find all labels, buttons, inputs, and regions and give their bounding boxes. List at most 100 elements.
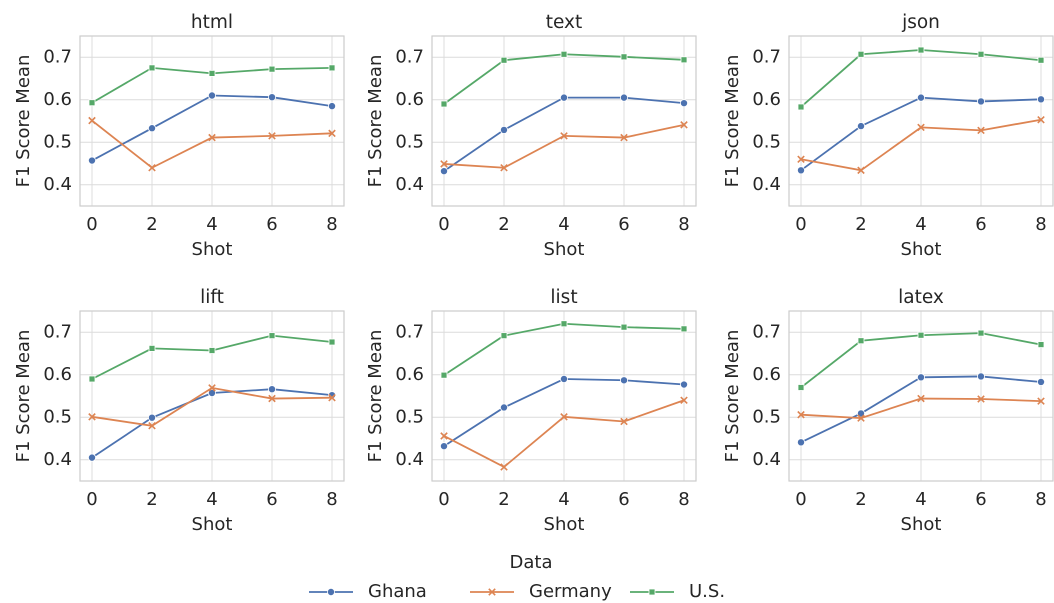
marker <box>440 432 448 440</box>
x-tick-label: 8 <box>326 214 337 235</box>
y-tick-label: 0.6 <box>395 89 424 110</box>
y-tick-label: 0.7 <box>395 321 424 342</box>
marker <box>268 65 276 73</box>
marker <box>797 103 805 111</box>
y-tick-label: 0.7 <box>395 46 424 67</box>
y-tick-label: 0.7 <box>752 46 781 67</box>
y-axis-label: F1 Score Mean <box>722 55 743 188</box>
marker <box>797 155 805 164</box>
marker <box>328 129 336 138</box>
y-tick-label: 0.5 <box>395 406 424 427</box>
marker <box>267 385 276 394</box>
marker <box>328 338 336 346</box>
marker <box>797 384 805 391</box>
marker <box>88 99 96 107</box>
marker <box>1037 115 1045 124</box>
marker <box>977 372 986 381</box>
marker <box>917 373 926 382</box>
marker <box>680 121 688 129</box>
x-tick-label: 8 <box>678 489 689 510</box>
marker <box>1037 56 1045 64</box>
y-tick-label: 0.4 <box>752 174 781 195</box>
marker <box>917 46 925 54</box>
legend-label: U.S. <box>689 581 725 602</box>
x-axis-label: Shot <box>192 514 233 535</box>
marker <box>977 329 985 337</box>
marker <box>500 163 508 172</box>
marker <box>977 97 986 106</box>
x-tick-label: 2 <box>498 214 509 235</box>
marker <box>620 93 629 102</box>
marker <box>1037 95 1046 104</box>
axes-frame <box>788 35 1054 207</box>
y-tick-label: 0.5 <box>752 131 781 152</box>
x-tick-label: 4 <box>206 214 217 235</box>
x-axis-label: Shot <box>901 514 942 535</box>
marker <box>857 166 865 175</box>
marker <box>620 417 628 426</box>
marker <box>207 389 216 398</box>
marker <box>560 320 568 328</box>
x-tick-label: 2 <box>855 214 866 235</box>
x-tick-label: 6 <box>975 214 986 235</box>
y-tick-label: 0.6 <box>395 364 424 385</box>
x-tick-label: 4 <box>915 489 926 510</box>
marker <box>88 453 97 462</box>
axes-frame <box>79 35 345 207</box>
marker <box>560 50 568 58</box>
x-tick-label: 0 <box>86 489 97 510</box>
marker <box>560 413 568 421</box>
marker <box>620 133 628 142</box>
x-tick-label: 4 <box>915 214 926 235</box>
marker <box>560 374 569 383</box>
marker <box>327 102 336 111</box>
marker <box>620 323 628 331</box>
x-tick-label: 4 <box>558 214 569 235</box>
marker <box>977 126 985 135</box>
x-tick-label: 6 <box>618 214 629 235</box>
legend-marker <box>488 588 496 596</box>
subplot-title: json <box>901 12 940 33</box>
x-tick-label: 8 <box>678 214 689 235</box>
marker <box>1037 377 1046 386</box>
marker <box>620 53 628 61</box>
x-tick-label: 2 <box>498 489 509 510</box>
legend-label: Ghana <box>368 581 427 602</box>
marker <box>208 133 216 142</box>
axes-frame <box>79 310 345 482</box>
marker <box>88 156 97 165</box>
marker <box>439 167 448 176</box>
x-tick-label: 0 <box>438 214 449 235</box>
y-tick-label: 0.6 <box>752 364 781 385</box>
y-tick-label: 0.5 <box>395 131 424 152</box>
subplot-title: html <box>191 12 233 33</box>
marker <box>977 395 985 403</box>
marker <box>88 413 96 421</box>
x-tick-label: 4 <box>558 489 569 510</box>
y-tick-label: 0.7 <box>752 321 781 342</box>
x-tick-label: 6 <box>266 489 277 510</box>
marker <box>977 50 985 58</box>
marker <box>440 371 448 379</box>
marker <box>147 413 156 422</box>
x-tick-label: 2 <box>146 489 157 510</box>
x-axis-label: Shot <box>544 514 585 535</box>
marker <box>797 166 806 175</box>
axes-frame <box>788 310 1054 482</box>
marker <box>500 56 508 64</box>
y-tick-label: 0.5 <box>43 131 72 152</box>
marker <box>797 410 805 419</box>
marker <box>857 122 866 131</box>
y-axis-label: F1 Score Mean <box>365 55 386 188</box>
x-tick-label: 8 <box>1035 214 1046 235</box>
marker <box>680 396 688 405</box>
marker <box>268 132 276 140</box>
y-tick-label: 0.7 <box>43 321 72 342</box>
marker <box>440 160 448 168</box>
marker <box>148 421 156 430</box>
marker <box>499 403 508 412</box>
marker <box>857 414 865 422</box>
legend-marker <box>326 588 335 597</box>
marker <box>267 93 276 102</box>
y-tick-label: 0.7 <box>43 46 72 67</box>
